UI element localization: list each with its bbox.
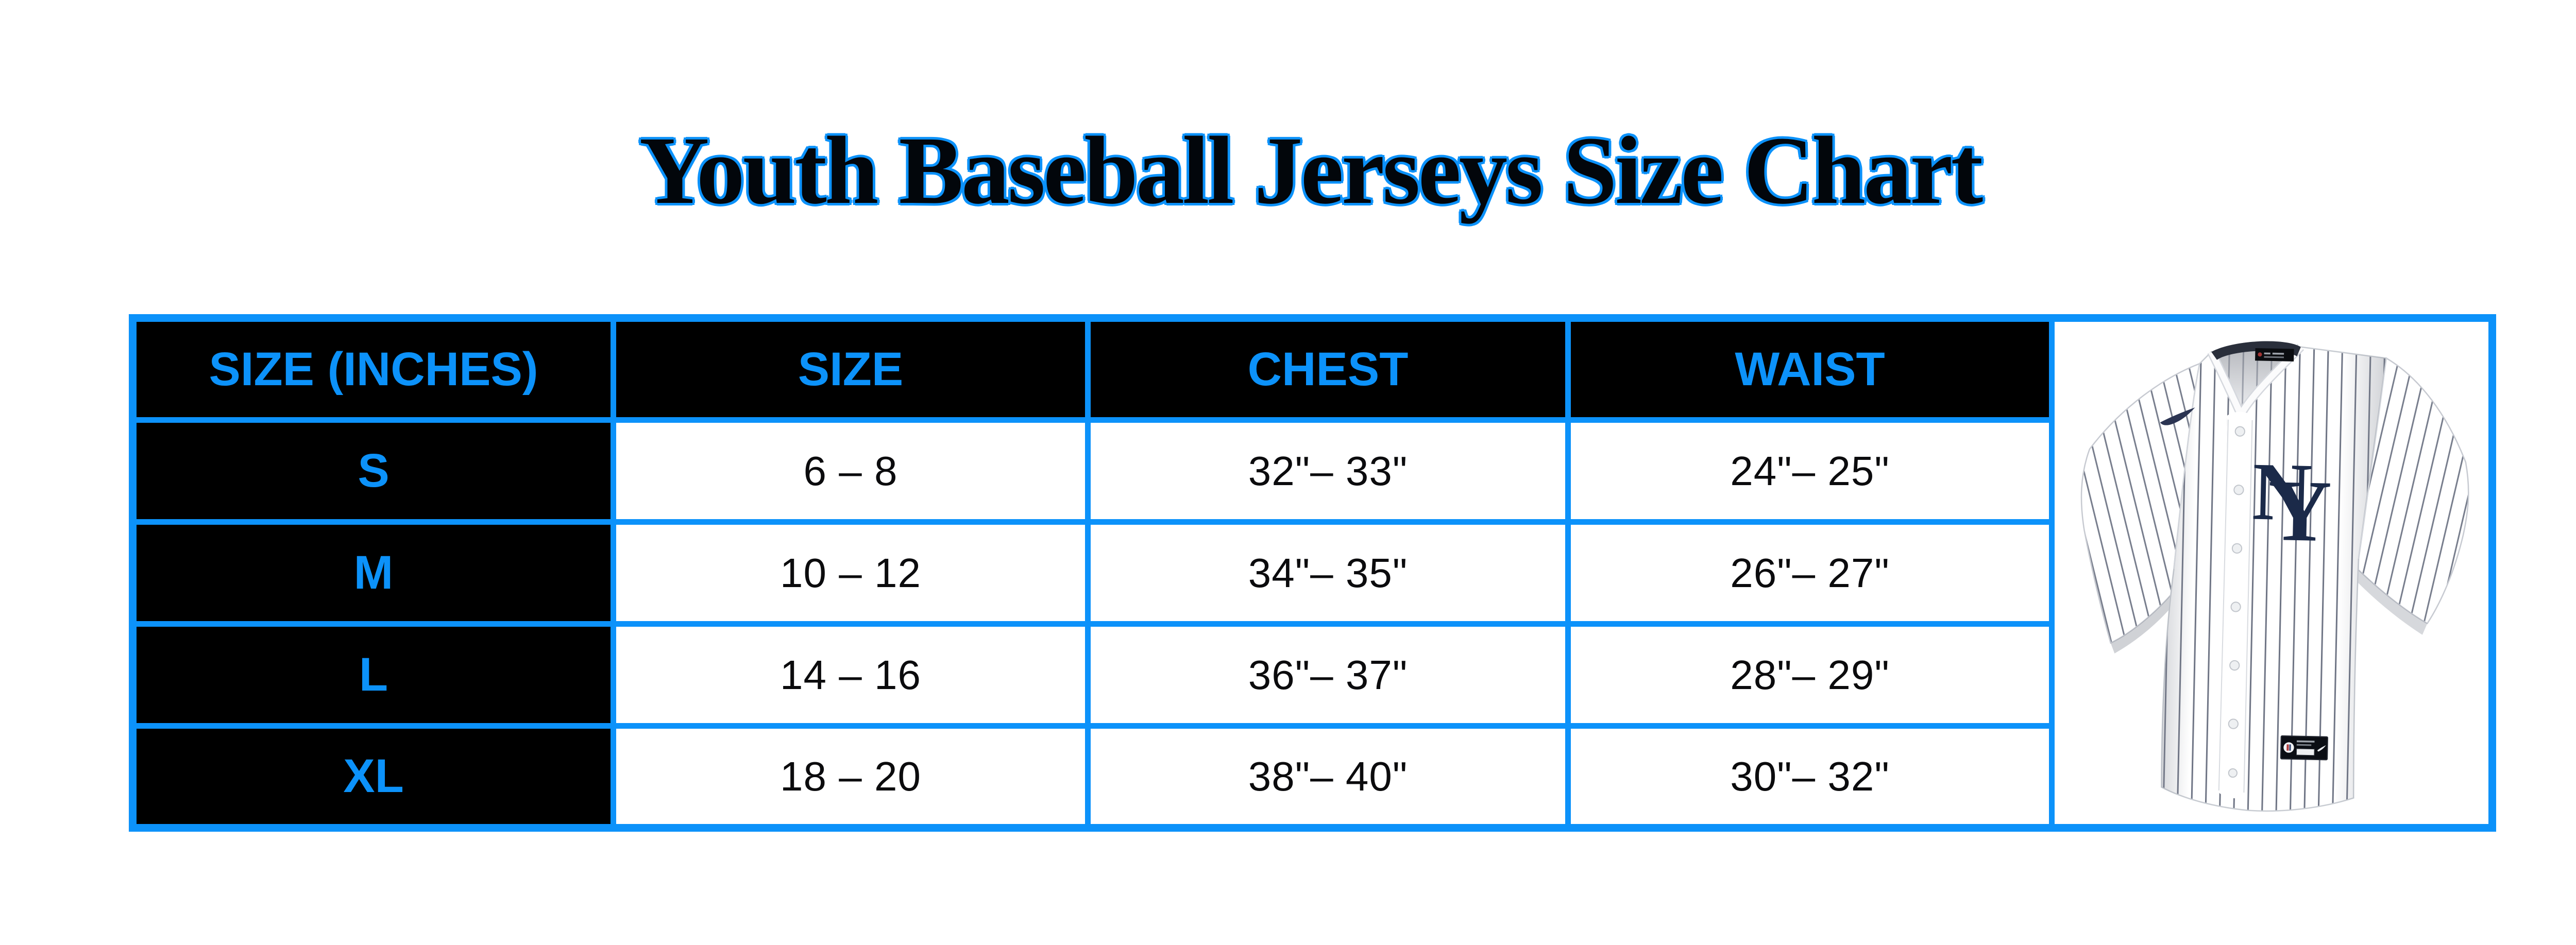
button [2230, 601, 2241, 612]
left-sleeve-shadow [2110, 592, 2174, 654]
ny-interlocking-logo: N Y [2251, 445, 2332, 560]
button [2229, 660, 2240, 671]
cell-s-size: 6 – 8 [611, 417, 1091, 525]
torso-shading [2161, 347, 2386, 811]
cell-l-waist: 28"– 29" [1565, 621, 2055, 729]
column-header-size: SIZE [611, 315, 1091, 423]
placket-right-stitch [2243, 420, 2253, 793]
cell-xl-size: 18 – 20 [611, 723, 1091, 831]
cell-m-chest: 34"– 35" [1085, 519, 1571, 627]
left-armhole-seam [2173, 363, 2200, 569]
table-row-m: M 10 – 12 34"– 35" 26"– 27" [130, 519, 2493, 627]
jersey-body [2161, 346, 2387, 812]
header-row: SIZE (INCHES) SIZE CHEST WAIST [130, 315, 2495, 831]
button [2231, 543, 2243, 554]
row-label-m: M [130, 519, 616, 627]
jock-tag-swoosh-icon [2317, 745, 2326, 751]
column-header-chest: CHEST [1085, 315, 1571, 423]
yankees-pinstripe-jersey-image: N Y [2080, 341, 2469, 812]
cell-s-waist: 24"– 25" [1565, 417, 2055, 525]
ny-logo-letter-y: Y [2267, 461, 2332, 560]
size-chart-table: SIZE (INCHES) SIZE CHEST WAIST [129, 314, 2496, 832]
cell-l-size: 14 – 16 [611, 621, 1091, 729]
cell-s-chest: 32"– 33" [1085, 417, 1571, 525]
row-label-s: S [130, 417, 616, 525]
right-sleeve-shadow [2358, 569, 2428, 635]
nike-swoosh-icon [2160, 407, 2195, 425]
collar [2207, 341, 2304, 417]
placket-left-stitch [2218, 419, 2229, 791]
table-row-l: L 14 – 16 36"– 37" 28"– 29" [130, 621, 2493, 729]
row-label-l: L [130, 621, 616, 729]
right-armhole-seam [2358, 357, 2387, 559]
cell-xl-chest: 38"– 40" [1085, 723, 1571, 831]
button [2228, 768, 2238, 778]
row-label-xl: XL [130, 723, 616, 831]
jersey-drawing: N Y [2080, 341, 2469, 812]
collar-brand-tag [2255, 348, 2294, 362]
ny-logo-letter-n: N [2251, 445, 2313, 538]
cell-xl-waist: 30"– 32" [1565, 723, 2055, 831]
column-header-waist: WAIST [1565, 315, 2055, 423]
jersey-photo-cell: N Y [2049, 315, 2495, 831]
button [2234, 426, 2245, 437]
cell-m-waist: 26"– 27" [1565, 519, 2055, 627]
jock-tag [2280, 735, 2328, 760]
table-row-xl: XL 18 – 20 38"– 40" 30"– 32" [130, 723, 2493, 831]
buttons [2228, 426, 2245, 778]
button [2233, 484, 2244, 495]
cell-m-size: 10 – 12 [611, 519, 1091, 627]
table-row-s: S 6 – 8 32"– 33" 24"– 25" [130, 417, 2493, 525]
button [2228, 718, 2239, 729]
v-neck-trim-left [2208, 350, 2244, 416]
button-placket [2217, 411, 2253, 798]
column-header-size-inches: SIZE (INCHES) [130, 315, 616, 423]
page-title: Youth Baseball Jerseys Size Chart [639, 116, 1983, 224]
cell-l-chest: 36"– 37" [1085, 621, 1571, 729]
